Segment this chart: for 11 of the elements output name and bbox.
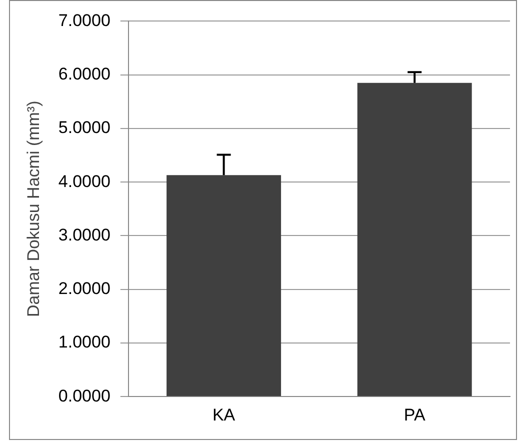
y-tick-label: 4.0000 (58, 172, 110, 191)
y-axis-title: Damar Dokusu Hacmi (mm³) (24, 100, 43, 318)
y-tick-label: 5.0000 (58, 118, 110, 138)
y-tick-label: 3.0000 (58, 225, 110, 244)
x-tick-label: KA (212, 405, 236, 424)
y-tick-label: 1.0000 (58, 332, 110, 352)
x-tick-label: PA (404, 405, 426, 424)
y-tick-label: 2.0000 (58, 279, 110, 298)
y-tick-label: 6.0000 (58, 64, 110, 84)
y-tick-label: 7.0000 (58, 10, 110, 30)
y-tick-label: 0.0000 (58, 386, 110, 406)
